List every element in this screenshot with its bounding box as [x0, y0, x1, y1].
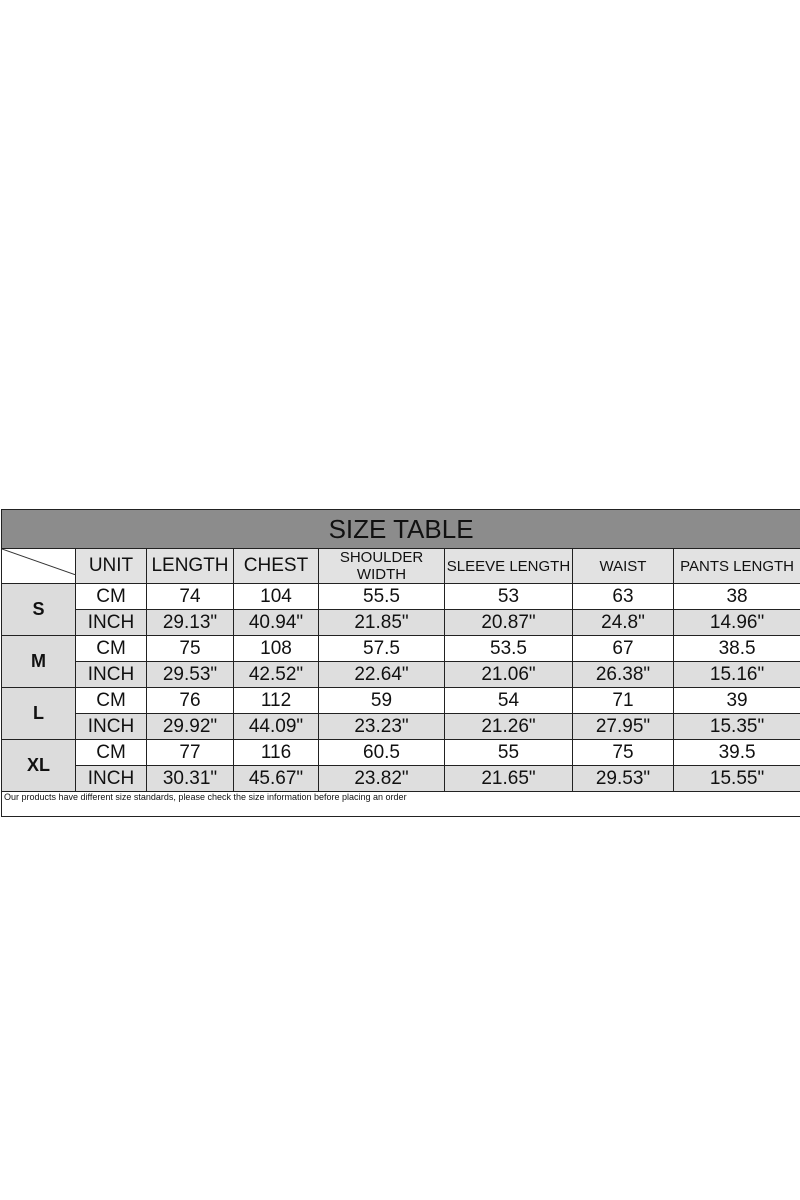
value-cell: 20.87" — [444, 609, 573, 636]
value-cell: 63 — [572, 583, 674, 610]
value-cell: 108 — [233, 635, 319, 662]
unit-cell: CM — [75, 583, 147, 610]
value-cell: 21.65" — [444, 765, 573, 792]
value-cell: 40.94" — [233, 609, 319, 636]
table-row: XL CM 77 116 60.5 55 75 39.5 — [1, 739, 800, 792]
column-header: SHOULDER WIDTH — [318, 548, 445, 584]
value-cell: 24.8" — [572, 609, 674, 636]
value-cell: 22.64" — [318, 661, 445, 688]
value-cell: 39.5 — [672, 739, 800, 766]
value-cell: 38 — [672, 583, 800, 610]
value-cell: 53 — [444, 583, 573, 610]
value-cell: 39 — [672, 687, 800, 714]
value-cell: 53.5 — [444, 635, 573, 662]
value-cell: 15.16" — [672, 661, 800, 688]
value-cell: 60.5 — [318, 739, 445, 766]
value-cell: 42.52" — [233, 661, 319, 688]
value-cell: 15.55" — [672, 765, 800, 792]
footnote: Our products have different size standar… — [0, 791, 800, 817]
size-label: S — [1, 583, 76, 636]
value-cell: 112 — [233, 687, 319, 714]
unit-cell: INCH — [75, 765, 147, 792]
table-title: SIZE TABLE — [0, 509, 800, 549]
value-cell: 23.23" — [318, 713, 445, 740]
value-cell: 29.13" — [146, 609, 234, 636]
table-row: INCH 29.92" 44.09" 23.23" 21.26" 27.95" 15.35" — [2, 713, 800, 740]
value-cell: 29.92" — [146, 713, 234, 740]
value-cell: 44.09" — [233, 713, 319, 740]
value-cell: 54 — [444, 687, 573, 714]
value-cell: 104 — [233, 583, 319, 610]
value-cell: 67 — [572, 635, 674, 662]
value-cell: 23.82" — [318, 765, 445, 792]
unit-cell: CM — [75, 739, 147, 766]
value-cell: 15.35" — [672, 713, 800, 740]
value-cell: 116 — [233, 739, 319, 766]
value-cell: 75 — [146, 635, 234, 662]
value-cell: 77 — [146, 739, 234, 766]
column-header: PANTS LENGTH — [672, 548, 800, 584]
value-cell: 29.53" — [572, 765, 674, 792]
value-cell: 21.85" — [318, 609, 445, 636]
unit-cell: INCH — [75, 609, 147, 636]
value-cell: 71 — [572, 687, 674, 714]
unit-cell: INCH — [75, 661, 147, 688]
table-row: INCH 29.53" 42.52" 22.64" 21.06" 26.38" 15.16" — [2, 661, 800, 688]
size-table: SIZE TABLE UNIT LENGTH CHEST SHOULDER WIDTH… — [0, 509, 800, 817]
value-cell: 76 — [146, 687, 234, 714]
value-cell: 45.67" — [233, 765, 319, 792]
value-cell: 75 — [572, 739, 674, 766]
table-row: INCH 29.13" 40.94" 21.85" 20.87" 24.8" 14.96" — [2, 609, 800, 636]
value-cell: 21.26" — [444, 713, 573, 740]
column-header: SLEEVE LENGTH — [444, 548, 573, 584]
table-row: L CM 76 112 59 54 71 39 — [1, 687, 800, 740]
column-header: CHEST — [233, 548, 319, 584]
value-cell: 55.5 — [318, 583, 445, 610]
column-header: WAIST — [572, 548, 674, 584]
value-cell: 55 — [444, 739, 573, 766]
unit-cell: INCH — [75, 713, 147, 740]
diagonal-corner-cell — [1, 548, 76, 584]
size-label: L — [1, 687, 76, 740]
value-cell: 30.31" — [146, 765, 234, 792]
value-cell: 26.38" — [572, 661, 674, 688]
table-row: INCH 30.31" 45.67" 23.82" 21.65" 29.53" 15.55" — [2, 765, 800, 792]
column-header: UNIT — [75, 548, 147, 584]
value-cell: 27.95" — [572, 713, 674, 740]
value-cell: 29.53" — [146, 661, 234, 688]
unit-cell: CM — [75, 687, 147, 714]
unit-cell: CM — [75, 635, 147, 662]
size-label: M — [1, 635, 76, 688]
value-cell: 57.5 — [318, 635, 445, 662]
value-cell: 74 — [146, 583, 234, 610]
value-cell: 21.06" — [444, 661, 573, 688]
value-cell: 14.96" — [672, 609, 800, 636]
value-cell: 38.5 — [672, 635, 800, 662]
size-label: XL — [1, 739, 76, 792]
table-row: S CM 74 104 55.5 53 63 38 — [1, 583, 800, 636]
table-row: M CM 75 108 57.5 53.5 67 38.5 — [1, 635, 800, 688]
column-header: LENGTH — [146, 548, 234, 584]
value-cell: 59 — [318, 687, 445, 714]
